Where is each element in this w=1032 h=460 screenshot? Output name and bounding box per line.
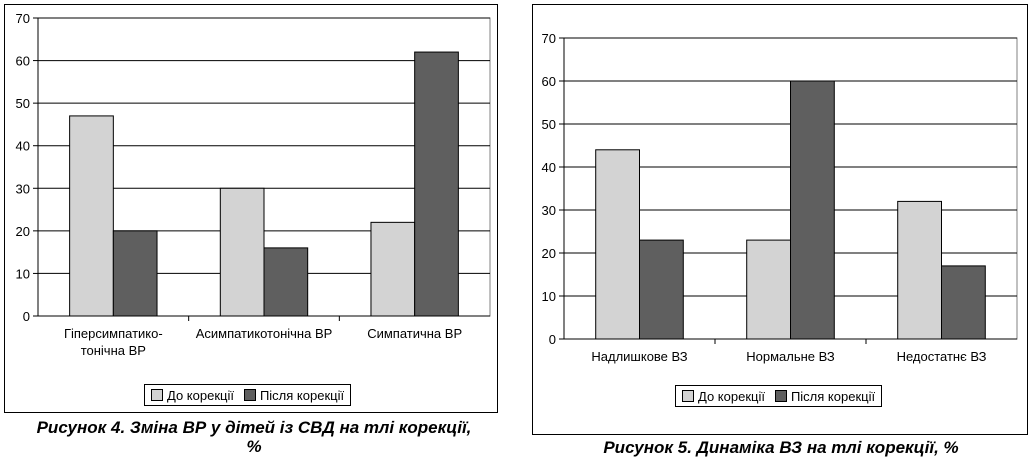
bar-after-1: [790, 80, 835, 340]
legend-swatch-before: [682, 390, 694, 402]
legend-label-before: До корекції: [167, 387, 234, 403]
legend-label-after: Після корекції: [259, 387, 345, 403]
y-tick-label: 70: [16, 11, 30, 26]
bar-before-2: [370, 221, 416, 317]
chart-1-caption-line-1: Рисунок 4. Зміна ВР у дітей із СВД на тл…: [36, 418, 472, 437]
y-tick-label: 60: [542, 74, 556, 89]
x-category-label: Асимпатикотонічна ВР: [196, 326, 333, 341]
y-tick-label: 60: [16, 54, 30, 69]
legend-label-after: Після корекції: [790, 388, 876, 404]
bar-before-0: [595, 149, 641, 340]
y-tick-label: 30: [542, 203, 556, 218]
y-tick-label: 70: [542, 31, 556, 46]
y-tick-label: 50: [542, 117, 556, 132]
legend-swatch-after: [774, 390, 787, 402]
x-category-label: тонічна ВР: [81, 343, 146, 358]
bar-after-0: [112, 230, 158, 317]
legend-item-after: Після корекції: [774, 388, 876, 404]
legend-label-before: До корекції: [698, 388, 765, 404]
x-category-label: Надлишкове ВЗ: [591, 349, 687, 364]
x-category-label: Гіперсимпатико-: [64, 326, 163, 341]
x-category-label: Симпатична ВР: [367, 326, 462, 341]
bar-after-0: [639, 239, 684, 340]
legend-item-after: Після корекції: [243, 387, 345, 403]
bar-before-1: [746, 239, 792, 340]
chart-2-caption: Рисунок 5. Динаміка ВЗ на тлі корекції, …: [540, 438, 1022, 457]
y-tick-label: 30: [16, 181, 30, 196]
chart-2-legend: До корекції Після корекції: [675, 385, 883, 407]
legend-swatch-before: [151, 389, 163, 401]
bar-after-1: [263, 247, 309, 317]
x-category-label: Недостатнє ВЗ: [897, 349, 987, 364]
legend-swatch-after: [243, 389, 256, 401]
bar-after-2: [414, 51, 459, 317]
x-category-label: Нормальне ВЗ: [746, 349, 835, 364]
bar-before-0: [69, 115, 114, 317]
bar-before-2: [897, 200, 943, 340]
legend-item-before: До корекції: [682, 389, 765, 404]
chart-1-caption: Рисунок 4. Зміна ВР у дітей із СВД на тл…: [4, 418, 504, 456]
y-tick-label: 50: [16, 96, 30, 111]
y-tick-label: 0: [549, 332, 556, 347]
y-tick-label: 20: [542, 246, 556, 261]
bar-after-2: [941, 265, 986, 340]
y-tick-label: 10: [16, 266, 30, 281]
y-tick-label: 0: [23, 309, 30, 324]
chart-2-caption-line-1: Рисунок 5. Динаміка ВЗ на тлі корекції, …: [603, 438, 959, 457]
y-tick-label: 10: [542, 289, 556, 304]
chart-1-caption-line-2: %: [246, 437, 262, 456]
y-tick-label: 20: [16, 224, 30, 239]
y-tick-label: 40: [542, 160, 556, 175]
chart-1-legend: До корекції Після корекції: [144, 384, 352, 406]
legend-item-before: До корекції: [151, 388, 234, 403]
y-tick-label: 40: [16, 139, 30, 154]
bar-before-1: [219, 187, 265, 317]
